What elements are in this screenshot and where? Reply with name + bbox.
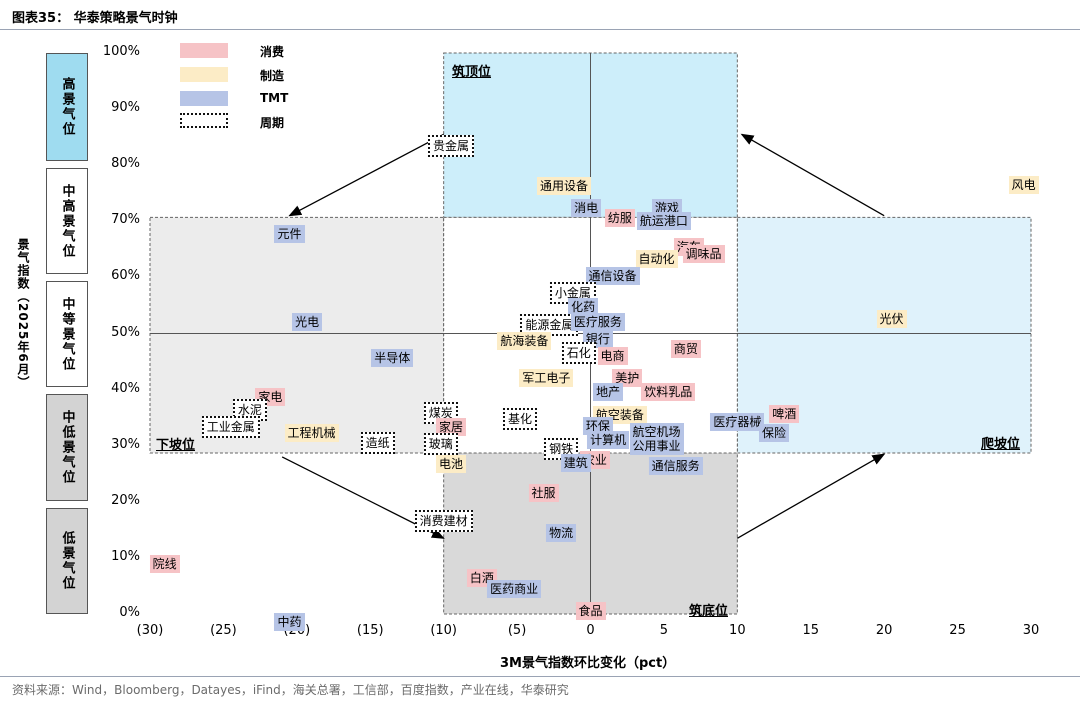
x-tick-label: 10 [729, 623, 746, 638]
industry-marker: 社服 [528, 484, 559, 503]
industry-marker: 美护 [612, 369, 643, 388]
industry-marker: 保险 [759, 423, 790, 442]
industry-marker: 风电 [1008, 175, 1039, 194]
industry-marker: 航空机场 [629, 422, 684, 441]
industry-marker: 造纸 [360, 431, 395, 454]
industry-marker: 建筑 [560, 453, 591, 472]
band-mid: 中等景气位 [46, 281, 88, 387]
band-mid-low: 中低景气位 [46, 394, 88, 501]
industry-marker: 饮料乳品 [641, 383, 696, 402]
industry-marker: 医疗服务 [570, 313, 625, 332]
y-tick-label: 50% [111, 324, 140, 340]
band-low: 低景气位 [46, 508, 88, 614]
industry-marker: 医疗器械 [710, 413, 765, 432]
down-slope-zone [149, 216, 445, 454]
quadrant-down-label: 下坡位 [156, 438, 196, 453]
x-tick-label: 5 [659, 623, 669, 638]
industry-marker: 计算机 [587, 431, 630, 450]
x-tick-label: 30 [1022, 623, 1040, 638]
industry-marker: 院线 [149, 554, 180, 573]
legend-swatch-tmt [180, 91, 228, 106]
industry-marker: 纺服 [604, 209, 635, 228]
legend-swatch-cyclical [180, 113, 228, 128]
y-tick-label: 0% [119, 605, 140, 620]
quadrant-bottom-label: 筑底位 [689, 604, 729, 619]
industry-marker: 电商 [597, 346, 628, 365]
x-tick-label: 20 [875, 623, 893, 638]
industry-marker: 物流 [546, 523, 577, 542]
industry-marker: 化药 [568, 297, 599, 316]
industry-marker: 航运港口 [636, 212, 691, 231]
industry-marker: 中药 [274, 613, 305, 632]
x-tick-label: (25) [210, 623, 237, 638]
industry-marker: 消电 [571, 199, 602, 218]
industry-marker: 商贸 [670, 340, 701, 359]
y-tick-label: 60% [111, 268, 140, 284]
x-tick-label: 0 [586, 623, 595, 638]
y-tick-label: 90% [111, 100, 140, 116]
industry-marker: 玻璃 [423, 433, 458, 456]
industry-marker: 工程机械 [284, 424, 339, 443]
industry-marker: 自动化 [635, 250, 678, 269]
industry-marker: 贵金属 [427, 134, 475, 157]
industry-marker: 基化 [503, 407, 538, 430]
industry-marker: 电池 [435, 455, 467, 474]
industry-marker: 环保 [582, 417, 613, 436]
arrow-bottom-to-climb [737, 453, 886, 539]
industry-marker: 水泥 [232, 399, 267, 422]
y-tick-label: 70% [111, 212, 140, 228]
x-tick-label: (15) [356, 623, 384, 638]
x-tick-label: 15 [802, 623, 820, 638]
legend-swatch-consumer [180, 43, 228, 58]
y-axis-label: 景气指数（2025年6月） [16, 238, 30, 389]
industry-marker: 元件 [274, 225, 305, 244]
y-tick-label: 20% [111, 492, 140, 508]
x-tick-label: (5) [507, 623, 527, 638]
industry-marker: 通用设备 [537, 176, 592, 195]
arrow-top-to-down [288, 133, 444, 217]
y-tick-label: 10% [111, 548, 140, 564]
y-tick-label: 40% [111, 380, 140, 396]
industry-marker: 家居 [435, 418, 467, 437]
legend-label-manufacturing: 制造 [260, 69, 285, 83]
x-axis-label: 3M景气指数环比变化（pct） [500, 656, 676, 671]
industry-marker: 啤酒 [769, 404, 800, 423]
x-tick-label: (30) [136, 623, 164, 638]
industry-marker: 半导体 [371, 348, 414, 367]
band-mid-high: 中高景气位 [46, 168, 88, 274]
quadrant-top-label: 筑顶位 [452, 65, 492, 80]
band-high: 高景气位 [46, 53, 88, 161]
industry-marker: 军工电子 [519, 369, 574, 388]
figure-title: 图表35： 华泰策略景气时钟 [12, 11, 178, 26]
industry-marker: 石化 [561, 342, 596, 365]
y-tick-label: 100% [102, 44, 140, 59]
industry-marker: 通信服务 [648, 456, 703, 475]
industry-marker: 医药商业 [487, 579, 542, 598]
legend-swatch-manufacturing [180, 67, 228, 82]
quadrant-climb-label: 爬坡位 [981, 437, 1021, 452]
legend-label-consumer: 消费 [260, 45, 285, 59]
industry-marker: 工业金属 [201, 416, 260, 439]
y-tick-label: 80% [111, 156, 140, 172]
arrow-climb-to-top [740, 133, 885, 217]
title-rule [0, 29, 1080, 30]
industry-marker: 调味品 [682, 244, 725, 263]
legend-label-cyclical: 周期 [260, 116, 285, 130]
industry-marker: 食品 [575, 602, 606, 621]
industry-marker: 公用事业 [629, 436, 684, 455]
industry-marker: 地产 [593, 383, 624, 402]
industry-marker: 能源金属 [520, 314, 579, 337]
industry-marker: 光伏 [876, 310, 907, 329]
industry-marker: 航海装备 [497, 331, 552, 350]
footer-rule [0, 676, 1080, 677]
industry-marker: 光电 [292, 313, 323, 332]
x-tick-label: 25 [949, 623, 966, 638]
y-tick-label: 30% [111, 436, 140, 452]
legend-label-tmt: TMT [260, 91, 289, 105]
industry-marker: 通信设备 [585, 267, 640, 286]
industry-marker: 消费建材 [414, 510, 473, 533]
source-note: 资料来源：Wind，Bloomberg，Datayes，iFind，海关总署，工… [12, 683, 569, 697]
x-tick-label: (10) [430, 623, 457, 638]
